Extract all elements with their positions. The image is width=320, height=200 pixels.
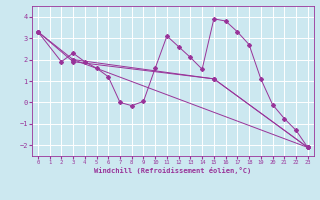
X-axis label: Windchill (Refroidissement éolien,°C): Windchill (Refroidissement éolien,°C) [94,167,252,174]
